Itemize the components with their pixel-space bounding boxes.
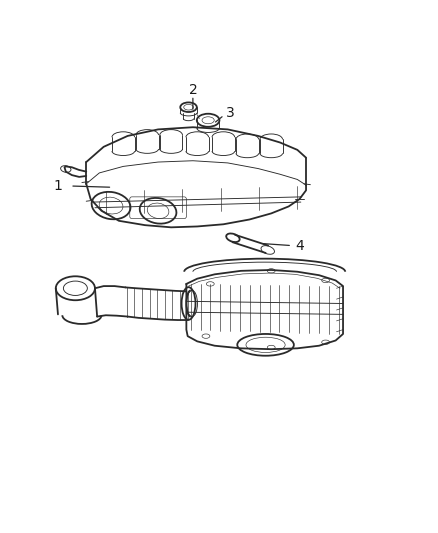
Text: 3: 3 [226,106,234,120]
Text: 4: 4 [295,239,304,253]
Text: 1: 1 [53,179,62,193]
Text: 2: 2 [188,83,197,97]
